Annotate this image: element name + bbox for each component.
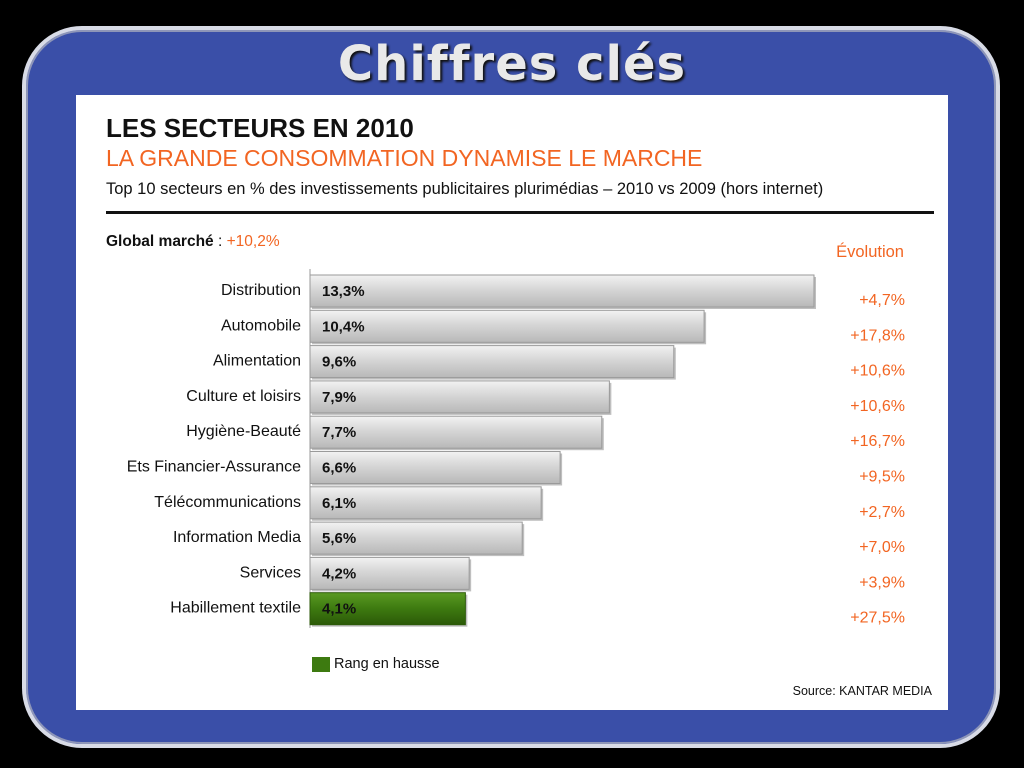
bar-4 — [309, 415, 603, 449]
evolution-label: +2,7% — [859, 504, 905, 521]
bar-2 — [309, 345, 675, 379]
value-label: 7,9% — [322, 389, 356, 406]
bar-7 — [309, 521, 523, 555]
evolution-label: +3,9% — [859, 574, 905, 591]
global-label: Global marché — [106, 233, 214, 250]
evolution-label: +4,7% — [859, 292, 905, 309]
chart-panel: LES SECTEURS EN 2010 LA GRANDE CONSOMMAT… — [76, 95, 948, 710]
bar-1 — [309, 309, 705, 343]
bar-chart: Distribution 13,3% +4,7% Automobile 10,4% +17… — [127, 269, 905, 628]
value-label: 5,6% — [322, 530, 356, 547]
evolution-label: +7,0% — [859, 539, 905, 556]
evolution-title: Évolution — [836, 243, 904, 261]
value-label: 9,6% — [322, 354, 356, 371]
bar-0 — [309, 274, 815, 308]
global-value: +10,2% — [226, 233, 280, 250]
bar-9 — [309, 592, 466, 626]
category-label: Distribution — [221, 282, 301, 299]
value-label: 4,1% — [322, 601, 356, 618]
global-separator: : — [213, 233, 227, 250]
legend-swatch — [312, 656, 330, 672]
divider — [106, 211, 934, 214]
slide-title: Chiffres clés — [337, 36, 687, 92]
evolution-label: +9,5% — [859, 469, 905, 486]
value-label: 6,1% — [322, 495, 356, 512]
evolution-label: +17,8% — [850, 327, 905, 344]
value-label: 10,4% — [322, 318, 365, 335]
chart-subheading: LA GRANDE CONSOMMATION DYNAMISE LE MARCH… — [106, 145, 703, 171]
value-label: 13,3% — [322, 283, 365, 300]
category-label: Automobile — [221, 317, 301, 334]
bar-6 — [309, 486, 542, 520]
category-label: Culture et loisirs — [186, 388, 301, 405]
category-label: Information Media — [173, 529, 301, 546]
bar-3 — [309, 380, 610, 414]
evolution-label: +27,5% — [850, 610, 905, 627]
chart-heading: LES SECTEURS EN 2010 — [106, 113, 414, 143]
value-label: 4,2% — [322, 565, 356, 582]
evolution-label: +10,6% — [850, 398, 905, 415]
bar-8 — [309, 556, 470, 590]
category-label: Services — [240, 564, 301, 581]
category-label: Habillement textile — [170, 600, 301, 617]
category-label: Ets Financier-Assurance — [127, 459, 301, 476]
legend: Rang en hausse — [312, 656, 440, 672]
value-label: 6,6% — [322, 460, 356, 477]
category-label: Alimentation — [213, 353, 301, 370]
evolution-label: +10,6% — [850, 363, 905, 380]
category-label: Télécommunications — [154, 494, 301, 511]
legend-label: Rang en hausse — [334, 656, 440, 672]
source-note: Source: KANTAR MEDIA — [792, 684, 932, 698]
evolution-label: +16,7% — [850, 433, 905, 450]
chart-caption: Top 10 secteurs en % des investissements… — [106, 180, 824, 198]
global-market: Global marché : +10,2% — [106, 233, 280, 251]
value-label: 7,7% — [322, 424, 356, 441]
bar-5 — [309, 451, 561, 484]
category-label: Hygiène-Beauté — [186, 423, 301, 440]
